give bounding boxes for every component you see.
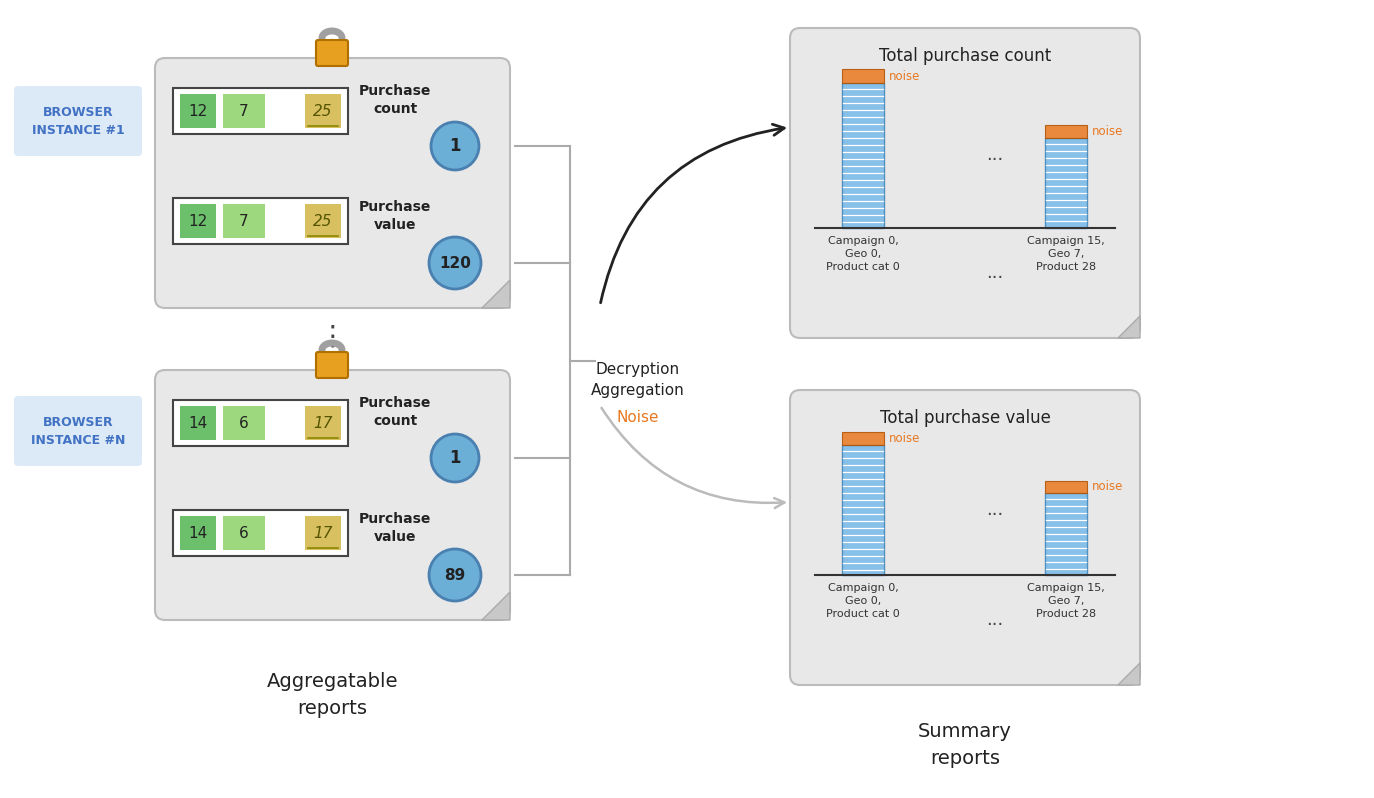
FancyBboxPatch shape — [316, 40, 348, 66]
FancyBboxPatch shape — [180, 204, 216, 238]
Text: 6: 6 — [239, 526, 249, 540]
Text: Purchase
value: Purchase value — [359, 200, 431, 231]
FancyBboxPatch shape — [155, 58, 510, 308]
Circle shape — [429, 549, 481, 601]
Text: 7: 7 — [239, 104, 249, 118]
Text: BROWSER
INSTANCE #1: BROWSER INSTANCE #1 — [32, 105, 125, 136]
Text: Aggregatable
reports: Aggregatable reports — [267, 672, 398, 717]
Text: ...: ... — [987, 264, 1003, 282]
Text: Total purchase count: Total purchase count — [879, 47, 1051, 65]
Text: ...: ... — [987, 611, 1003, 629]
Text: 25: 25 — [313, 214, 333, 228]
FancyBboxPatch shape — [14, 396, 142, 466]
FancyBboxPatch shape — [180, 406, 216, 440]
Text: Campaign 0,
Geo 0,
Product cat 0: Campaign 0, Geo 0, Product cat 0 — [826, 236, 900, 272]
Bar — [842, 69, 883, 83]
Text: Purchase
count: Purchase count — [359, 397, 431, 428]
Text: noise: noise — [1092, 480, 1124, 493]
Text: Decryption
Aggregation: Decryption Aggregation — [591, 362, 684, 398]
Text: 17: 17 — [313, 526, 333, 540]
Circle shape — [431, 434, 480, 482]
Text: 7: 7 — [239, 214, 249, 228]
Text: ...: ... — [987, 501, 1003, 519]
Text: 14: 14 — [188, 526, 207, 540]
FancyBboxPatch shape — [173, 88, 348, 134]
Text: noise: noise — [1092, 125, 1124, 138]
FancyBboxPatch shape — [316, 352, 348, 378]
Text: Noise: Noise — [617, 410, 660, 425]
Polygon shape — [482, 592, 510, 620]
FancyBboxPatch shape — [223, 406, 265, 440]
Bar — [842, 83, 883, 228]
FancyBboxPatch shape — [173, 198, 348, 244]
Polygon shape — [1118, 663, 1140, 685]
Text: Campaign 0,
Geo 0,
Product cat 0: Campaign 0, Geo 0, Product cat 0 — [826, 583, 900, 619]
Text: 12: 12 — [188, 104, 207, 118]
Circle shape — [429, 237, 481, 289]
FancyBboxPatch shape — [155, 370, 510, 620]
Polygon shape — [482, 280, 510, 308]
Text: 6: 6 — [239, 416, 249, 430]
Text: 89: 89 — [444, 567, 466, 583]
FancyBboxPatch shape — [790, 390, 1140, 685]
Text: noise: noise — [889, 69, 921, 82]
FancyBboxPatch shape — [305, 94, 341, 128]
FancyBboxPatch shape — [173, 510, 348, 556]
FancyBboxPatch shape — [305, 406, 341, 440]
Text: Summary
reports: Summary reports — [918, 722, 1011, 768]
FancyBboxPatch shape — [305, 204, 341, 238]
Bar — [842, 432, 883, 445]
Text: ...: ... — [987, 147, 1003, 164]
Text: Purchase
count: Purchase count — [359, 85, 431, 116]
Text: 120: 120 — [440, 255, 471, 271]
Text: 12: 12 — [188, 214, 207, 228]
Text: 1: 1 — [449, 137, 460, 155]
Text: Total purchase value: Total purchase value — [879, 409, 1051, 427]
FancyBboxPatch shape — [223, 94, 265, 128]
FancyBboxPatch shape — [305, 516, 341, 550]
Bar — [1046, 481, 1087, 493]
Bar — [1046, 493, 1087, 575]
Text: BROWSER
INSTANCE #N: BROWSER INSTANCE #N — [30, 416, 125, 447]
FancyBboxPatch shape — [173, 400, 348, 446]
Text: 14: 14 — [188, 416, 207, 430]
Text: Campaign 15,
Geo 7,
Product 28: Campaign 15, Geo 7, Product 28 — [1028, 583, 1105, 619]
Polygon shape — [1118, 316, 1140, 338]
Circle shape — [431, 122, 480, 170]
Text: 17: 17 — [313, 416, 333, 430]
Text: Campaign 15,
Geo 7,
Product 28: Campaign 15, Geo 7, Product 28 — [1028, 236, 1105, 272]
Text: noise: noise — [889, 432, 921, 445]
FancyBboxPatch shape — [223, 204, 265, 238]
FancyBboxPatch shape — [14, 86, 142, 156]
FancyBboxPatch shape — [223, 516, 265, 550]
FancyBboxPatch shape — [180, 516, 216, 550]
FancyBboxPatch shape — [180, 94, 216, 128]
Bar — [842, 445, 883, 575]
Text: 1: 1 — [449, 449, 460, 467]
Text: 25: 25 — [313, 104, 333, 118]
Bar — [1046, 125, 1087, 138]
Text: ⋮: ⋮ — [319, 323, 346, 351]
Text: Purchase
value: Purchase value — [359, 512, 431, 543]
Bar — [1046, 138, 1087, 228]
FancyBboxPatch shape — [790, 28, 1140, 338]
